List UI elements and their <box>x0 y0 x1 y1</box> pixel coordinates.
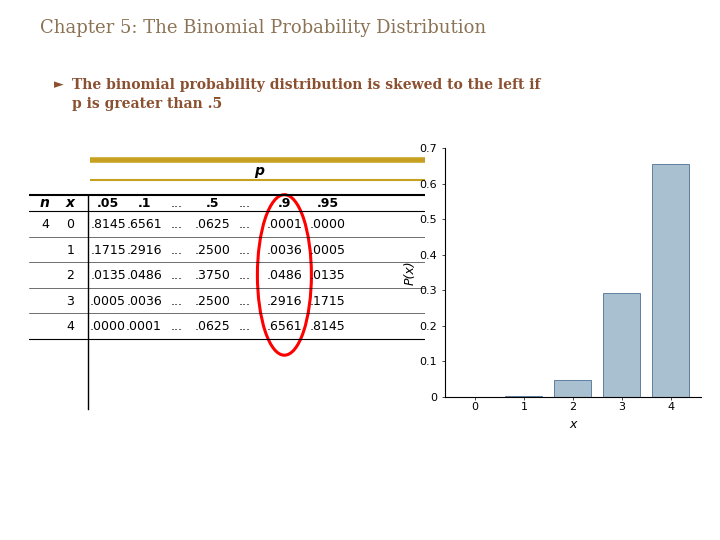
Text: ...: ... <box>171 269 182 282</box>
Text: 0: 0 <box>66 218 74 231</box>
Text: .0005: .0005 <box>310 244 346 256</box>
Text: .05: .05 <box>97 197 119 210</box>
Text: .8145: .8145 <box>90 218 126 231</box>
Text: ...: ... <box>171 320 182 333</box>
Text: p: p <box>254 164 264 178</box>
Text: .0036: .0036 <box>126 295 162 308</box>
Text: x: x <box>66 196 75 210</box>
Text: ...: ... <box>171 218 182 231</box>
Text: ...: ... <box>239 269 251 282</box>
Text: ...: ... <box>171 295 182 308</box>
Text: .0486: .0486 <box>266 269 302 282</box>
Text: .0005: .0005 <box>90 295 126 308</box>
Bar <box>652 164 689 397</box>
Text: 3: 3 <box>66 295 74 308</box>
Text: 37: 37 <box>9 46 26 59</box>
Text: ...: ... <box>239 244 251 256</box>
Text: .1715: .1715 <box>90 244 126 256</box>
Text: .0625: .0625 <box>194 218 230 231</box>
Text: .8145: .8145 <box>310 320 346 333</box>
Text: .95: .95 <box>317 197 338 210</box>
Text: ►: ► <box>54 78 63 91</box>
Y-axis label: P(x): P(x) <box>404 260 417 285</box>
Text: 4: 4 <box>66 320 74 333</box>
Text: 2: 2 <box>66 269 74 282</box>
Text: n: n <box>40 196 50 210</box>
Text: p is greater than .5: p is greater than .5 <box>72 97 222 111</box>
Text: .0001: .0001 <box>266 218 302 231</box>
Text: .0486: .0486 <box>126 269 162 282</box>
Text: .3750: .3750 <box>194 269 230 282</box>
Text: .0000: .0000 <box>310 218 346 231</box>
X-axis label: x: x <box>569 418 577 431</box>
Text: .0625: .0625 <box>194 320 230 333</box>
Text: ...: ... <box>171 244 182 256</box>
Text: .1: .1 <box>138 197 150 210</box>
Text: 4: 4 <box>41 218 49 231</box>
Text: 1: 1 <box>66 244 74 256</box>
Bar <box>505 396 542 397</box>
Text: .0135: .0135 <box>90 269 126 282</box>
Text: .2916: .2916 <box>126 244 162 256</box>
Text: .9: .9 <box>278 197 291 210</box>
Text: .6561: .6561 <box>266 320 302 333</box>
Text: .1715: .1715 <box>310 295 346 308</box>
Text: ...: ... <box>171 197 182 210</box>
Bar <box>603 293 640 397</box>
Text: .0135: .0135 <box>310 269 346 282</box>
Text: ...: ... <box>239 218 251 231</box>
Text: .2916: .2916 <box>266 295 302 308</box>
Text: .0001: .0001 <box>126 320 162 333</box>
Bar <box>554 380 591 397</box>
Text: ...: ... <box>239 295 251 308</box>
Text: The binomial probability distribution is skewed to the left if: The binomial probability distribution is… <box>72 78 541 92</box>
Text: .5: .5 <box>206 197 219 210</box>
Text: .0036: .0036 <box>266 244 302 256</box>
Text: ...: ... <box>239 320 251 333</box>
Text: .6561: .6561 <box>126 218 162 231</box>
Text: ...: ... <box>239 197 251 210</box>
Text: .0000: .0000 <box>90 320 126 333</box>
Text: .2500: .2500 <box>194 295 230 308</box>
Text: .2500: .2500 <box>194 244 230 256</box>
Text: Chapter 5: The Binomial Probability Distribution: Chapter 5: The Binomial Probability Dist… <box>40 19 486 37</box>
